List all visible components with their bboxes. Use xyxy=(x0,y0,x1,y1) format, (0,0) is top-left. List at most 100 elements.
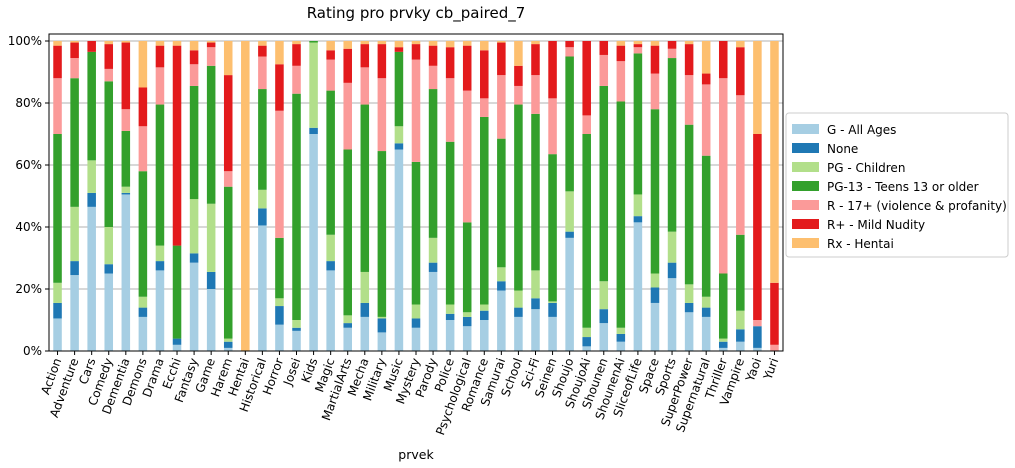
bar-segment xyxy=(514,307,523,317)
bar-segment xyxy=(445,313,455,320)
bar-segment xyxy=(360,104,370,272)
bar-segment xyxy=(189,253,199,263)
bar-segment xyxy=(582,327,591,338)
bar-segment xyxy=(411,327,421,351)
bar-segment xyxy=(753,41,762,134)
bar-segment xyxy=(514,41,523,66)
bar-segment xyxy=(394,47,404,52)
bar-segment xyxy=(531,44,540,76)
bar-segment xyxy=(138,307,148,317)
bar-segment xyxy=(411,161,421,305)
bar-segment xyxy=(343,82,352,150)
bar-segment xyxy=(753,326,762,348)
bar-segment xyxy=(445,47,455,79)
bar-segment xyxy=(531,309,540,351)
bar-segment xyxy=(343,149,352,316)
bar-segment xyxy=(616,333,626,342)
bar-segment xyxy=(309,41,318,43)
bar-segment xyxy=(548,41,557,99)
bar-segment xyxy=(258,56,267,90)
bar-segment xyxy=(172,41,182,46)
bar-segment xyxy=(411,44,421,60)
bar-segment xyxy=(189,85,199,200)
bar-segment xyxy=(497,281,506,291)
bar-segment xyxy=(155,270,165,351)
bar-segment xyxy=(616,341,626,351)
bar-segment xyxy=(462,316,472,327)
bar-segment xyxy=(292,41,301,45)
bar-segment xyxy=(667,58,677,232)
bar-segment xyxy=(326,90,335,235)
bar-segment xyxy=(360,271,370,303)
bar-segment xyxy=(718,41,728,79)
bar-segment xyxy=(582,346,591,351)
bar-segment xyxy=(462,41,472,46)
bar-segment xyxy=(565,56,574,192)
bar-segment xyxy=(599,85,609,282)
bar-segment xyxy=(172,338,182,345)
bar-segment xyxy=(121,194,131,351)
bar-segment xyxy=(275,306,284,325)
bar-segment xyxy=(616,45,626,62)
bar-segment xyxy=(377,41,387,45)
bar-segment xyxy=(206,65,216,204)
bar-segment xyxy=(428,262,438,272)
x-tick-label: Yaoi xyxy=(743,356,765,384)
bar-segment xyxy=(206,271,216,289)
bar-segment xyxy=(258,89,267,190)
plot-area: 0%20%40%60%80%100%ActionAdventureCarsCom… xyxy=(8,33,784,437)
bar-segment xyxy=(275,64,284,111)
bar-segment xyxy=(428,237,438,263)
bar-segment xyxy=(633,216,643,223)
bar-segment xyxy=(326,261,335,271)
bar-segment xyxy=(497,42,506,76)
bar-segment xyxy=(121,192,131,195)
bar-segment xyxy=(616,327,626,334)
bar-segment xyxy=(309,134,318,351)
bar-segment xyxy=(223,41,233,76)
bar-segment xyxy=(206,289,216,351)
bar-segment xyxy=(650,302,660,351)
bar-segment xyxy=(462,222,472,313)
bar-segment xyxy=(582,41,591,116)
x-axis-label: prvek xyxy=(398,447,434,462)
bar-segment xyxy=(701,307,711,317)
bar-segment xyxy=(377,316,387,319)
bar-segment xyxy=(497,267,506,282)
bar-segment xyxy=(138,296,148,308)
bar-segment xyxy=(53,45,62,79)
bar-segment xyxy=(616,41,626,46)
bar-segment xyxy=(770,41,779,283)
bar-segment xyxy=(633,41,643,45)
bar-segment xyxy=(172,245,182,339)
bar-segment xyxy=(428,45,438,66)
bar-segment xyxy=(292,327,301,331)
bar-segment xyxy=(650,45,660,74)
bar-segment xyxy=(480,304,489,311)
bar-segment xyxy=(599,281,609,310)
bar-segment xyxy=(258,189,267,209)
bar-segment xyxy=(87,41,96,52)
bar-segment xyxy=(411,304,421,319)
bar-segment xyxy=(531,270,540,299)
legend-swatch xyxy=(792,143,819,153)
bar-segment xyxy=(462,312,472,317)
bar-segment xyxy=(206,42,216,48)
bar-segment xyxy=(138,316,148,351)
bar-segment xyxy=(121,42,131,110)
bar-segment xyxy=(514,65,523,86)
bar-segment xyxy=(667,262,677,279)
bar-segment xyxy=(394,149,404,351)
bar-segment xyxy=(701,41,711,74)
bar-segment xyxy=(736,310,745,330)
bar-segment xyxy=(548,98,557,155)
bar-segment xyxy=(753,134,762,320)
bar-segment xyxy=(667,48,677,59)
bar-segment xyxy=(736,341,745,351)
bar-segment xyxy=(189,50,199,65)
bar-segment xyxy=(155,104,165,246)
bar-segment xyxy=(428,65,438,90)
bar-segment xyxy=(138,126,148,172)
bar-segment xyxy=(753,347,762,351)
bar-segment xyxy=(599,323,609,351)
